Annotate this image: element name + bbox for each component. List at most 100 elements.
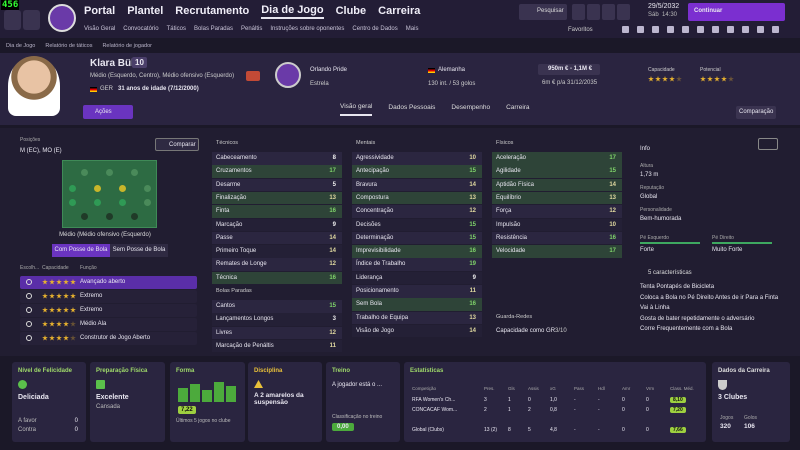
attribute-value: 12 bbox=[329, 329, 336, 336]
attribute-value: 13 bbox=[609, 194, 616, 201]
quick-icon[interactable] bbox=[772, 26, 779, 33]
subnav-item[interactable]: Centro de Dados bbox=[352, 26, 398, 32]
stats-cell: 1 bbox=[508, 397, 511, 403]
card-sub: Classificação no treino bbox=[332, 414, 383, 420]
attribute-value: 17 bbox=[609, 155, 616, 161]
stats-cell: 2 bbox=[528, 407, 531, 413]
info-label: Personalidade bbox=[640, 207, 672, 213]
nav-item[interactable]: Carreira bbox=[378, 5, 421, 17]
role-radio bbox=[26, 321, 32, 327]
quick-icon[interactable] bbox=[667, 26, 674, 33]
possession-toggle[interactable]: Sem Posse de Bola bbox=[110, 244, 168, 257]
subnav-item[interactable]: Visão Geral bbox=[84, 26, 116, 32]
quick-icon[interactable] bbox=[742, 26, 749, 33]
back-button[interactable] bbox=[4, 10, 21, 30]
forward-button[interactable] bbox=[23, 10, 40, 30]
tab[interactable]: Visão geral bbox=[340, 103, 373, 116]
role-row[interactable]: Médio Ala bbox=[20, 318, 197, 331]
stats-header: Assis bbox=[528, 386, 539, 391]
subnav-item[interactable]: Convocatório bbox=[123, 26, 159, 32]
subnav-item[interactable]: Penáltis bbox=[240, 26, 263, 32]
card-number: 106 bbox=[744, 423, 755, 430]
nav-item[interactable]: Recrutamento bbox=[175, 5, 250, 17]
tab[interactable]: Carreira bbox=[506, 104, 530, 111]
breadcrumb-item[interactable]: Dia de Jogo bbox=[6, 43, 36, 49]
position-dot bbox=[106, 213, 113, 220]
quick-icon[interactable] bbox=[652, 26, 659, 33]
stats-card: Estatísticas Competição Pres. Gls Assis xG Pas… bbox=[404, 362, 706, 442]
role-row[interactable]: Avançado aberto bbox=[20, 276, 197, 289]
subnav-item[interactable]: Mais bbox=[405, 26, 419, 32]
quick-icon[interactable] bbox=[637, 26, 644, 33]
info-button[interactable] bbox=[758, 138, 778, 150]
attribute-value: 14 bbox=[609, 181, 616, 188]
stats-cell: 13 (2) bbox=[484, 427, 498, 433]
nav-item[interactable]: Portal bbox=[84, 5, 116, 17]
stats-cell: 4,8 bbox=[550, 427, 557, 433]
toolbar-icon[interactable] bbox=[602, 4, 615, 20]
role-row[interactable]: Construtor de Jogo Aberto bbox=[20, 332, 197, 345]
attribute-name: Primeiro Toque bbox=[216, 248, 257, 255]
ability-label: Capacidade bbox=[648, 67, 675, 73]
role-row[interactable]: Extremo bbox=[20, 304, 197, 317]
fitness-icon bbox=[96, 380, 105, 389]
role-name: Extremo bbox=[80, 307, 103, 313]
attribute-name: Posicionamento bbox=[356, 288, 399, 294]
form-bar bbox=[214, 382, 224, 402]
tab[interactable]: Desempenho bbox=[451, 104, 491, 111]
nav-item[interactable]: Dia de Jogo bbox=[261, 4, 324, 19]
compare-button[interactable]: Comparar bbox=[155, 138, 199, 151]
attribute-value: 13 bbox=[469, 314, 476, 321]
attribute-name: Aceleração bbox=[496, 155, 527, 161]
nav-item[interactable]: Clube bbox=[335, 5, 367, 17]
breadcrumb-item[interactable]: Relatório de jogador bbox=[102, 43, 152, 49]
attribute-name: Desarme bbox=[216, 181, 241, 188]
toolbar-icon[interactable] bbox=[617, 4, 630, 20]
toolbar-icon[interactable] bbox=[572, 4, 585, 20]
card-title: Treino bbox=[332, 368, 351, 374]
continue-label: Continuar bbox=[694, 8, 723, 14]
info-label: Reputação bbox=[640, 185, 665, 191]
tab[interactable]: Dados Pessoais bbox=[388, 104, 436, 111]
foot-label: Pé Direito bbox=[712, 235, 734, 241]
quick-icon[interactable] bbox=[712, 26, 719, 33]
stats-cell: 7,20 bbox=[670, 407, 686, 413]
attribute-name: Resistência bbox=[496, 234, 528, 241]
breadcrumb-item[interactable]: Relatório de táticos bbox=[45, 43, 93, 49]
stats-cell: 1 bbox=[508, 407, 511, 413]
quick-icon[interactable] bbox=[697, 26, 704, 33]
attribute-name: Marcação de Penáltis bbox=[216, 342, 274, 349]
player-value: 950m € - 1,1M € bbox=[548, 66, 593, 72]
subnav-item[interactable]: Instruções sobre oponentes bbox=[270, 26, 345, 32]
gk-title: Guarda-Redes bbox=[496, 314, 533, 320]
card-label: Golos bbox=[744, 415, 758, 421]
subnav-item[interactable]: Táticos bbox=[166, 26, 186, 32]
attribute-row: Liderança 9 bbox=[352, 271, 482, 285]
quick-icon[interactable] bbox=[727, 26, 734, 33]
possession-toggle[interactable]: Com Posse de Bola bbox=[52, 244, 110, 257]
nav-item[interactable]: Plantel bbox=[127, 5, 164, 17]
toolbar-icon[interactable] bbox=[587, 4, 600, 20]
attribute-name: Trabalho de Equipa bbox=[356, 314, 409, 321]
quick-icon[interactable] bbox=[757, 26, 764, 33]
favorites[interactable]: Favoritos bbox=[568, 27, 593, 33]
attribute-row: Antecipação 15 bbox=[352, 165, 482, 178]
attribute-name: Cantos bbox=[216, 303, 236, 309]
search-box[interactable]: Pesquisar bbox=[519, 4, 567, 20]
role-row[interactable]: Extremo bbox=[20, 290, 197, 303]
compare-tab[interactable]: Comparação bbox=[736, 106, 776, 119]
subnav-item-row: Visão Geral Convocatório Táticos Bolas Para… bbox=[84, 26, 418, 32]
subnav-item[interactable]: Bolas Paradas bbox=[193, 26, 233, 32]
quick-icon[interactable] bbox=[622, 26, 629, 33]
club-badge[interactable] bbox=[48, 4, 76, 32]
role-radio bbox=[26, 279, 32, 285]
value-box: 950m € - 1,1M € bbox=[538, 64, 600, 75]
actions-button[interactable]: Ações bbox=[83, 105, 133, 119]
position-dot bbox=[81, 169, 88, 176]
discipline-card: Disciplina A 2 amarelos da suspensão bbox=[248, 362, 322, 442]
stats-cell: 5 bbox=[528, 427, 531, 433]
continue-button[interactable]: Continuar bbox=[688, 3, 785, 21]
happy-icon bbox=[18, 380, 27, 389]
quick-icon[interactable] bbox=[682, 26, 689, 33]
